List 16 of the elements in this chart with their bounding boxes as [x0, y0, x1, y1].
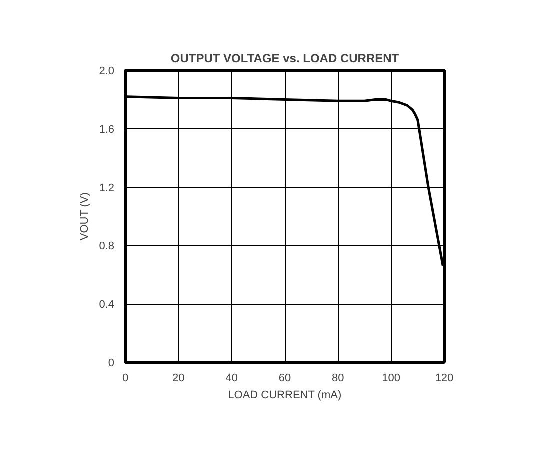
y-axis-title: VOUT (V) [79, 192, 92, 241]
y-tick-label: 1.6 [99, 124, 115, 136]
y-tick-label: 0.4 [99, 299, 115, 312]
y-tick-label: 0 [108, 358, 115, 370]
y-tick-label: 0.8 [99, 240, 115, 253]
x-tick-label: 60 [278, 372, 292, 384]
x-tick-label: 80 [332, 372, 344, 384]
x-tick-label: 100 [382, 372, 401, 384]
y-tick-label: 2.0 [99, 66, 115, 78]
chart-title: OUTPUT VOLTAGE vs. LOAD CURRENT [170, 52, 400, 66]
x-tick-label: 20 [172, 372, 185, 384]
y-tick-label: 1.2 [99, 182, 115, 194]
x-axis-title: LOAD CURRENT (mA) [228, 390, 342, 402]
x-tick-label: 120 [435, 372, 454, 384]
x-tick-label: 40 [226, 372, 238, 384]
x-tick-label: 0 [122, 372, 129, 384]
